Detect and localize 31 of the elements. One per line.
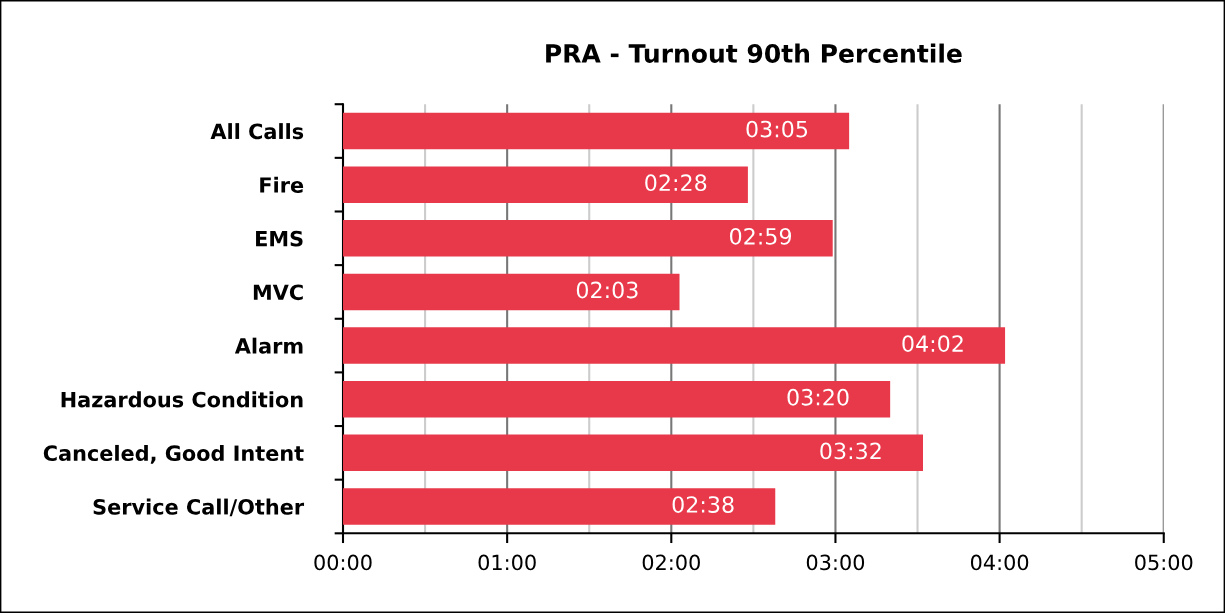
bar xyxy=(343,488,776,525)
data-label: 02:28 xyxy=(645,174,707,192)
bar xyxy=(343,220,833,257)
x-tick-label: 02:00 xyxy=(642,554,700,571)
data-label: 03:05 xyxy=(746,120,808,138)
bar xyxy=(343,166,748,203)
chart-title: PRA - Turnout 90th Percentile xyxy=(546,43,962,63)
data-label: 02:03 xyxy=(576,281,638,299)
y-tick-label: MVC xyxy=(253,284,303,301)
x-tick-label: 01:00 xyxy=(478,554,536,571)
bar xyxy=(343,327,1006,364)
x-tick-label: 00:00 xyxy=(314,554,372,571)
x-tick-label: 05:00 xyxy=(1135,554,1193,571)
data-label: 03:32 xyxy=(820,442,881,460)
y-tick-label: Alarm xyxy=(234,337,303,354)
data-label: 02:59 xyxy=(730,227,792,245)
data-label: 02:38 xyxy=(672,496,734,513)
x-tick-label: 03:00 xyxy=(806,554,865,571)
x-tick-label: 04:00 xyxy=(970,554,1029,571)
bar xyxy=(343,434,923,472)
y-tick-label: EMS xyxy=(256,230,303,247)
data-label: 04:02 xyxy=(902,335,963,353)
bar xyxy=(343,112,850,150)
y-tick-label: Hazardous Condition xyxy=(61,391,303,408)
bar xyxy=(343,273,680,311)
y-tick-label: Canceled, Good Intent xyxy=(43,444,304,464)
y-tick-label: Fire xyxy=(260,176,304,193)
bar xyxy=(343,380,891,418)
y-tick-label: All Calls xyxy=(210,123,304,140)
y-tick-label: Service Call/Other xyxy=(93,498,305,517)
data-label: 03:20 xyxy=(787,388,849,406)
